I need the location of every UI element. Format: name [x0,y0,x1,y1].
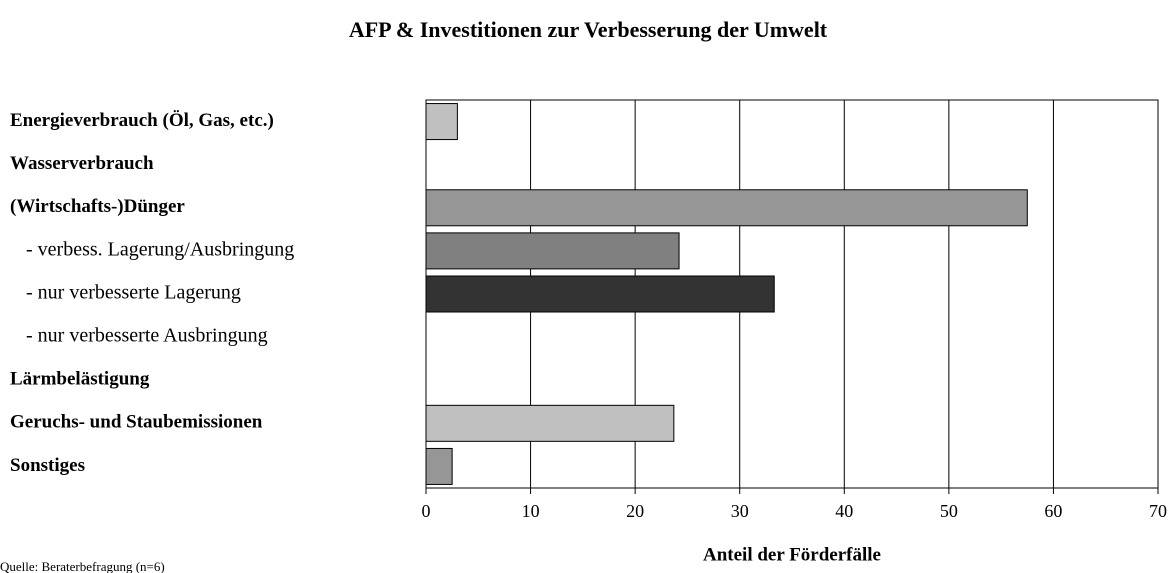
y-tick-label: (Wirtschafts-)Dünger [10,196,185,217]
bar [425,275,775,313]
y-tick-label: Wasserverbrauch [10,153,154,174]
bar [425,232,680,270]
x-tick-label: 0 [422,501,431,521]
y-tick-label: Energieverbrauch (Öl, Gas, etc.) [10,110,274,131]
y-tick-label: - nur verbesserte Ausbringung [26,325,268,347]
x-tick-label: 60 [1044,501,1062,521]
source-note: Quelle: Beraterbefragung (n=6) [0,559,165,573]
x-axis-label: Anteil der Förderfälle [703,544,881,565]
y-tick-label: Sonstiges [10,455,85,476]
x-tick-label: 30 [731,501,749,521]
x-tick-label: 10 [522,501,540,521]
y-tick-label: Lärmbelästigung [10,369,150,390]
bar [425,447,453,485]
x-tick-label: 50 [940,501,958,521]
x-tick-label: 20 [626,501,644,521]
y-tick-label: - verbess. Lagerung/Ausbringung [26,238,294,260]
chart-title: AFP & Investitionen zur Verbesserung der… [349,17,828,42]
y-tick-label: Geruchs- und Staubemissionen [10,412,263,433]
x-tick-label: 40 [835,501,853,521]
x-tick-label: 70 [1149,501,1167,521]
bar [425,404,675,442]
bar [425,189,1028,227]
bar [425,103,458,141]
y-tick-label: - nur verbesserte Lagerung [26,282,241,304]
